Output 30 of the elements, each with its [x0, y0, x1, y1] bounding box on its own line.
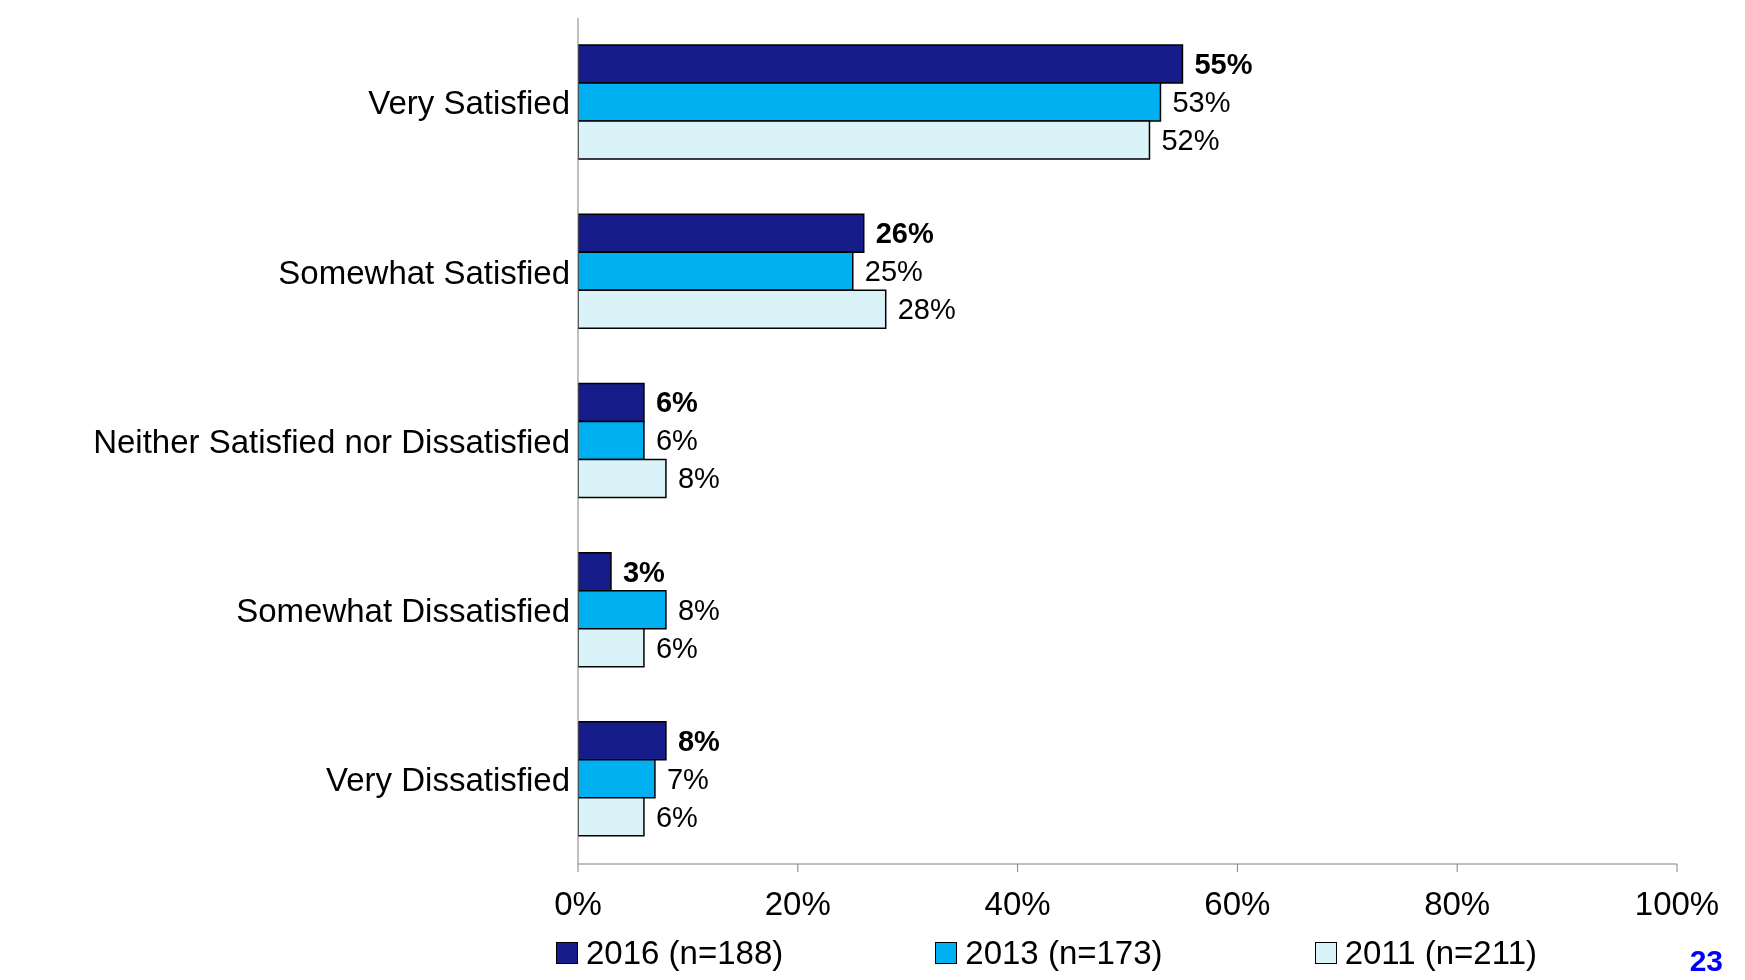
data-label: 6% [655, 424, 698, 457]
x-tick-label: 0% [554, 885, 602, 923]
data-label: 6% [655, 800, 698, 833]
data-label: 7% [666, 762, 709, 795]
y-tick-label: Very Dissatisfied [326, 761, 570, 799]
x-tick-label: 80% [1424, 885, 1491, 923]
legend-label: 2016 (n=188) [585, 934, 784, 972]
data-label: 8% [677, 724, 721, 757]
data-label: 8% [677, 593, 720, 626]
text: 23 [1689, 944, 1723, 978]
legend-label: 2013 (n=173) [964, 934, 1163, 972]
data-label: 52% [1161, 124, 1220, 157]
y-tick-label: Neither Satisfied nor Dissatisfied [93, 422, 570, 460]
y-tick-label: Very Satisfied [368, 84, 570, 122]
data-label: 6% [655, 631, 698, 664]
data-label: 6% [655, 386, 699, 419]
x-tick-label: 60% [1204, 885, 1271, 923]
data-label: 55% [1194, 48, 1253, 81]
data-label: 53% [1172, 86, 1231, 119]
y-tick-label: Somewhat Dissatisfied [236, 591, 570, 629]
x-tick-label: 40% [984, 885, 1051, 923]
data-label: 3% [622, 555, 666, 588]
data-label: 26% [875, 217, 934, 250]
data-label: 25% [864, 255, 923, 288]
x-tick-label: 20% [764, 885, 831, 923]
data-label: 8% [677, 462, 720, 495]
x-tick-label: 100% [1634, 885, 1720, 923]
y-tick-label: Somewhat Satisfied [278, 253, 570, 291]
data-label: 28% [897, 293, 956, 326]
legend-label: 2011 (n=211) [1343, 934, 1537, 972]
